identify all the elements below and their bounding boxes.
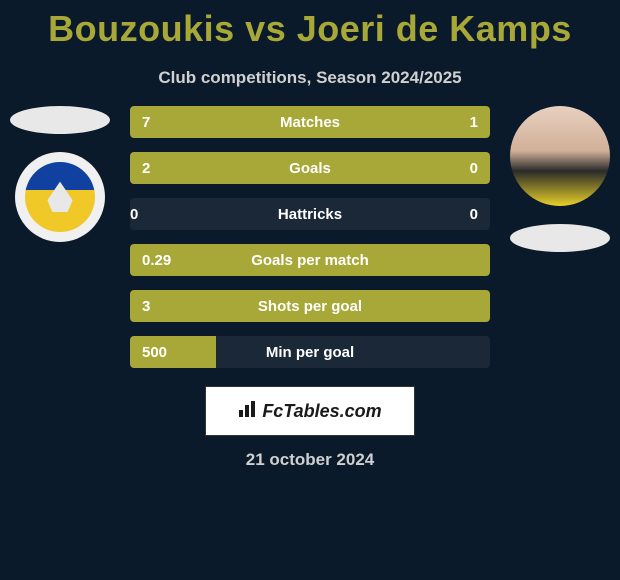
stat-bar: 2 0 Goals (130, 152, 490, 184)
stat-label: Goals per match (251, 252, 369, 269)
brand-text: FcTables.com (262, 401, 381, 422)
stat-bar-right (447, 244, 490, 276)
player-left-column (10, 106, 110, 242)
stat-bar: 0 0 Hattricks (130, 198, 490, 230)
player-left-badge (15, 152, 105, 242)
stat-right-value: 0 (470, 206, 478, 223)
stat-bar-left: 0 (130, 198, 173, 230)
page-title: Bouzoukis vs Joeri de Kamps (0, 0, 620, 50)
stat-label: Goals (289, 160, 331, 177)
player-left-name-pill (10, 106, 110, 134)
stat-bar: 0.29 Goals per match (130, 244, 490, 276)
stat-left-value: 3 (142, 298, 150, 315)
stat-right-value: 1 (470, 114, 478, 131)
stats-column: 7 1 Matches 2 0 Goals 0 0 Hattricks 0.29 Goals per… (110, 106, 510, 382)
stat-label: Hattricks (278, 206, 342, 223)
brand-badge[interactable]: FcTables.com (205, 386, 415, 436)
stat-label: Matches (280, 114, 340, 131)
stat-left-value: 0.29 (142, 252, 171, 269)
stat-bar-right: 0 (447, 198, 490, 230)
stat-bar: 7 1 Matches (130, 106, 490, 138)
player-right-photo (510, 106, 610, 206)
stat-left-value: 500 (142, 344, 167, 361)
subtitle: Club competitions, Season 2024/2025 (0, 68, 620, 88)
stat-label: Min per goal (266, 344, 354, 361)
stat-bar-right: 1 (447, 106, 490, 138)
player-right-name-pill (510, 224, 610, 252)
player-right-column (510, 106, 610, 252)
stat-left-value: 0 (130, 206, 138, 223)
stat-right-value: 0 (470, 160, 478, 177)
chart-icon (238, 400, 258, 423)
stat-bar-right (447, 290, 490, 322)
stat-left-value: 2 (142, 160, 150, 177)
stat-bar: 3 Shots per goal (130, 290, 490, 322)
stat-left-value: 7 (142, 114, 150, 131)
club-crest-icon (25, 162, 95, 232)
stat-bar: 500 Min per goal (130, 336, 490, 368)
stat-bar-left: 500 (130, 336, 216, 368)
comparison-panel: 7 1 Matches 2 0 Goals 0 0 Hattricks 0.29 Goals per… (0, 106, 620, 382)
stat-label: Shots per goal (258, 298, 362, 315)
stat-bar-right (476, 336, 490, 368)
stat-bar-right: 0 (447, 152, 490, 184)
date-line: 21 october 2024 (0, 450, 620, 470)
